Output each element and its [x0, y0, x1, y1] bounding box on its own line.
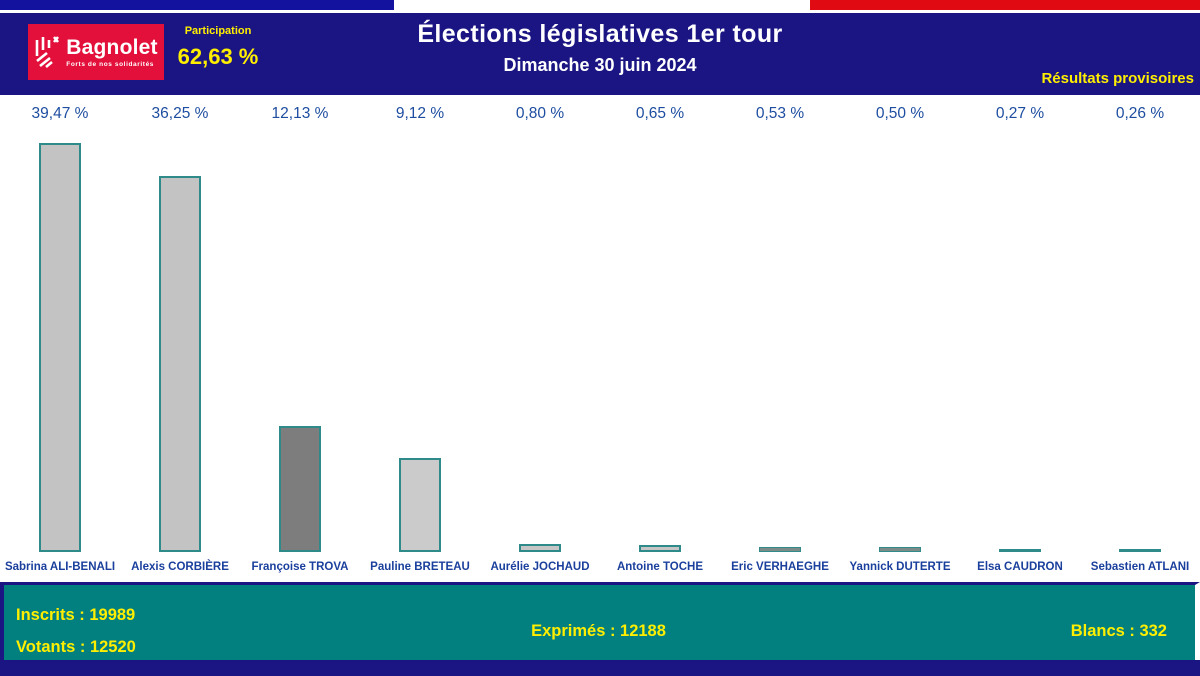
result-bar	[1119, 549, 1161, 552]
bar-cell	[120, 176, 240, 552]
result-bar	[999, 549, 1041, 552]
candidate-name: Aurélie JOCHAUD	[490, 561, 590, 573]
result-bar	[879, 547, 921, 552]
bar-value-label: 39,47 %	[31, 105, 89, 122]
bar-value-label: 0,53 %	[755, 105, 805, 122]
status-badge: Résultats provisoires	[1041, 70, 1194, 87]
logo-city-name: Bagnolet	[66, 35, 158, 59]
candidate-name: Antoine TOCHE	[616, 561, 704, 573]
candidate-name: Eric VERHAEGHE	[731, 561, 829, 573]
inscrits-stat: Inscrits : 19989	[16, 606, 136, 624]
result-bar	[159, 176, 201, 552]
bar-cell	[960, 549, 1080, 552]
page-subtitle: Dimanche 30 juin 2024	[503, 55, 697, 75]
bagnolet-logo-icon	[35, 36, 60, 68]
candidate-name: Sabrina ALI-BENALI	[4, 561, 116, 573]
candidate-name: Elsa CAUDRON	[977, 561, 1063, 573]
bar-value-label: 36,25 %	[151, 105, 209, 122]
result-bar	[519, 544, 561, 552]
bar-cell	[480, 544, 600, 552]
footer-center-block: Exprimés : 12188	[4, 622, 1195, 641]
header: Bagnolet Forts de nos solidarités Partic…	[0, 13, 1200, 95]
participation-value: 62,63 %	[177, 44, 259, 69]
bar-value-label: 0,27 %	[995, 105, 1045, 122]
flag-blue-band	[0, 0, 394, 10]
candidate-name: Alexis CORBIÈRE	[131, 561, 229, 573]
bar-value-label: 0,50 %	[875, 105, 925, 122]
chart-bars-row	[0, 122, 1200, 552]
participation-label: Participation	[184, 25, 252, 37]
flag-divider	[0, 10, 1200, 13]
flag-white-band	[394, 0, 810, 10]
chart-values-row: 39,47 % 36,25 % 12,13 % 9,12 % 0,80 % 0,65 % 0…	[0, 105, 1200, 123]
bar-cell	[360, 458, 480, 552]
bar-cell	[720, 547, 840, 552]
bar-value-label: 0,65 %	[635, 105, 685, 122]
footer-left-block: Inscrits : 19989 Votants : 12520	[16, 599, 136, 663]
page-title: Élections législatives 1er tour	[417, 20, 783, 48]
results-bar-chart: 39,47 % 36,25 % 12,13 % 9,12 % 0,80 % 0,65 % 0…	[0, 95, 1200, 582]
bagnolet-logo: Bagnolet Forts de nos solidarités	[28, 24, 164, 80]
candidate-name: Sebastien ATLANI	[1090, 561, 1190, 573]
result-bar	[759, 547, 801, 552]
result-bar	[279, 426, 321, 552]
bar-value-label: 0,26 %	[1115, 105, 1165, 122]
bar-cell	[0, 143, 120, 552]
bar-value-label: 12,13 %	[271, 105, 329, 122]
bottom-border-strip	[0, 660, 1200, 676]
logo-tagline: Forts de nos solidarités	[66, 60, 155, 68]
footer-stats-bar: Inscrits : 19989 Votants : 12520 Exprimé…	[0, 582, 1200, 660]
votants-stat: Votants : 12520	[16, 638, 136, 656]
bar-cell	[840, 547, 960, 552]
result-bar	[399, 458, 441, 552]
bar-cell	[1080, 549, 1200, 552]
bar-value-label: 9,12 %	[395, 105, 445, 122]
blancs-stat: Blancs : 332	[1070, 622, 1167, 640]
bar-cell	[240, 426, 360, 552]
title-block: Élections législatives 1er tour Dimanche…	[0, 20, 1200, 76]
chart-names-row: Sabrina ALI-BENALI Alexis CORBIÈRE Françoi…	[0, 561, 1200, 573]
french-flag-strip	[0, 0, 1200, 10]
flag-red-band	[810, 0, 1200, 10]
result-bar	[39, 143, 81, 552]
result-bar	[639, 545, 681, 552]
bar-value-label: 0,80 %	[515, 105, 565, 122]
candidate-name: Pauline BRETEAU	[370, 561, 470, 573]
candidate-name: Yannick DUTERTE	[849, 561, 951, 573]
participation-box: Participation 62,63 %	[172, 25, 264, 70]
exprimes-stat: Exprimés : 12188	[531, 622, 666, 640]
bar-cell	[600, 545, 720, 552]
candidate-name: Françoise TROVA	[251, 561, 349, 573]
